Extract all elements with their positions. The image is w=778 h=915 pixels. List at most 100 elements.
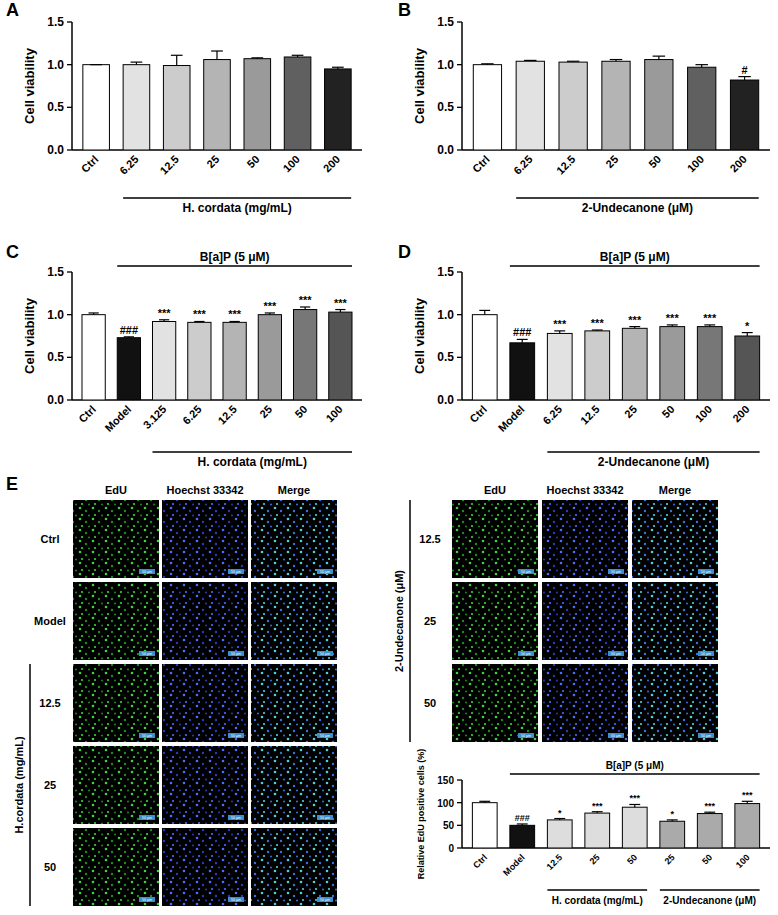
y-axis [71, 272, 73, 400]
error-bar [704, 325, 715, 327]
scale-bar [608, 733, 624, 738]
error-cap [738, 76, 750, 77]
bar [547, 333, 572, 400]
chart: CCell viability0.00.51.01.5Ctrl###Model*… [6, 242, 362, 469]
bracket-label: 2-Undecanone (μM) [582, 201, 693, 215]
scale-bar-label: 50 μm [231, 898, 241, 902]
y-axis [461, 272, 463, 400]
bracket [516, 197, 759, 199]
error-bar [300, 307, 310, 310]
micrograph [73, 582, 159, 660]
scale-bar-label: 50 μm [231, 652, 241, 656]
x-tick-label: 50 [646, 153, 663, 170]
error-bar [742, 801, 753, 803]
y-tick-label: 150 [437, 775, 454, 786]
significance: *** [703, 312, 717, 324]
scale-bar-label: 50 μm [320, 652, 330, 656]
x-tick-label: Model [501, 852, 526, 877]
bracket-label: H. cordata (mg/mL) [182, 201, 291, 215]
bar [730, 80, 758, 150]
scale-bar [228, 569, 244, 574]
chart: Relative EdU positive cells (%)050100150… [416, 749, 770, 906]
bar [645, 60, 673, 150]
y-axis-label: Cell viability [412, 297, 427, 374]
bracket [547, 889, 647, 891]
error-cap [251, 57, 263, 58]
error-bar [481, 63, 493, 65]
x-tick-label: 12.5 [554, 153, 578, 177]
error-cap [335, 309, 345, 310]
panel-label: C [6, 242, 19, 262]
marks [82, 307, 352, 400]
significance: *** [299, 294, 313, 306]
scale-bar [139, 651, 155, 656]
micrograph [73, 746, 159, 824]
scale-bar [317, 651, 333, 656]
error-stem [176, 55, 177, 65]
error-bar [171, 55, 183, 65]
significance: * [558, 808, 562, 818]
bar [547, 820, 572, 848]
error-cap [292, 55, 304, 56]
error-bar [695, 65, 707, 68]
row-label: 12.5 [39, 697, 60, 709]
significance: ### [513, 326, 531, 338]
bracket [660, 889, 760, 891]
bracket [510, 265, 760, 267]
micrograph [632, 500, 718, 578]
error-bar [131, 62, 143, 65]
significance: * [670, 809, 674, 819]
y-tick-label: 1.5 [47, 15, 64, 29]
panel-label: D [398, 242, 411, 262]
error-cap [124, 336, 134, 337]
significance: *** [553, 318, 567, 330]
scale-bar [317, 897, 333, 902]
scale-bar-label: 50 μm [611, 570, 621, 574]
bracket-label: H. cordata (mg/mL) [552, 895, 643, 906]
micrograph [542, 500, 628, 578]
y-tick-label: 0.5 [47, 100, 64, 114]
scale-bar-label: 50 μm [231, 816, 241, 820]
scale-bar [698, 569, 714, 574]
error-bar [479, 310, 490, 314]
error-cap [332, 67, 344, 68]
error-cap [667, 819, 678, 820]
bar [223, 322, 246, 400]
bar [152, 321, 175, 400]
error-bar [554, 331, 565, 334]
marks [472, 801, 759, 848]
error-cap [610, 59, 622, 60]
error-cap [230, 321, 240, 322]
y-tick-label: 0.0 [47, 143, 64, 157]
marks [83, 51, 351, 150]
error-bar [592, 812, 603, 813]
error-bar [667, 325, 678, 327]
column-header: EdU [484, 484, 506, 496]
y-tick-label: 1.5 [437, 15, 454, 29]
error-bar [90, 64, 102, 65]
error-bar [629, 327, 640, 329]
error-cap [704, 812, 715, 813]
group-label: H.cordata (mg/mL) [13, 736, 25, 834]
x-tick-label: Ctrl [471, 852, 489, 870]
significance: *** [334, 297, 348, 309]
y-tick-label: 0.0 [437, 393, 454, 407]
error-bar [89, 313, 99, 315]
scale-bar-label: 50 μm [611, 734, 621, 738]
bar [697, 814, 722, 848]
scale-bar-label: 50 μm [142, 570, 152, 574]
micrograph [73, 500, 159, 578]
x-tick-label: 3.125 [141, 403, 169, 431]
scale-bar [698, 651, 714, 656]
significance: *** [591, 317, 605, 329]
x-tick-label: 50 [625, 852, 639, 866]
error-cap [554, 330, 565, 331]
scale-bar [518, 651, 534, 656]
error-bar [332, 67, 344, 69]
bar [735, 804, 760, 848]
bar [83, 65, 110, 150]
micrograph [452, 582, 538, 660]
error-stem [216, 51, 217, 60]
bar [82, 315, 105, 400]
error-cap [300, 306, 310, 307]
